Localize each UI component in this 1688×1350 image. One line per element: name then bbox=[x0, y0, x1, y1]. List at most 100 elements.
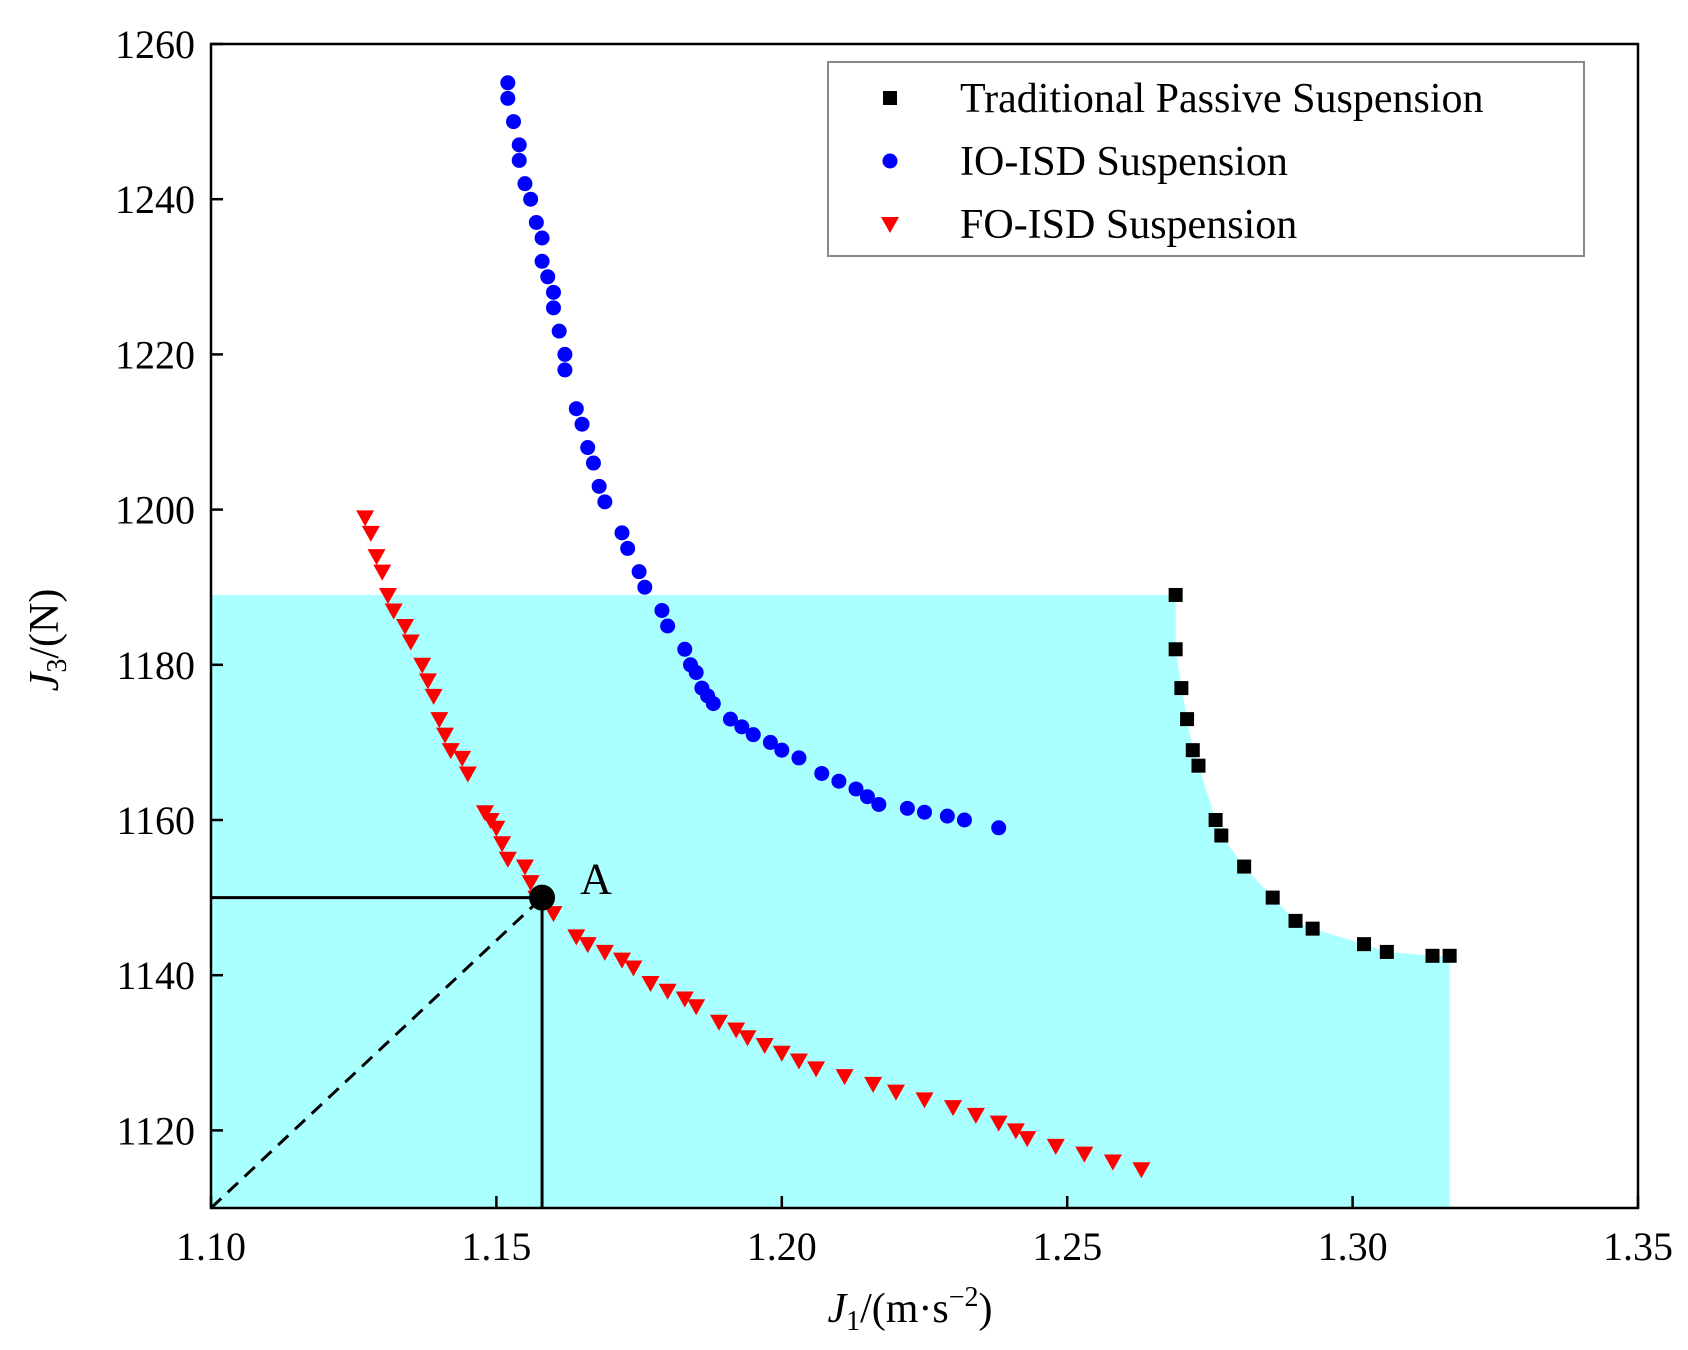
data-point-fo-isd bbox=[738, 1030, 757, 1047]
data-point-fo-isd bbox=[1018, 1131, 1037, 1148]
data-point-fo-isd bbox=[1103, 1154, 1122, 1171]
data-point-fo-isd bbox=[944, 1100, 963, 1117]
data-point-fo-isd bbox=[641, 975, 660, 992]
data-point-passive bbox=[1357, 937, 1372, 952]
data-point-io-isd bbox=[540, 269, 556, 285]
data-point-io-isd bbox=[551, 323, 567, 339]
x-tick-label: 1.30 bbox=[1318, 1224, 1388, 1269]
data-point-io-isd bbox=[660, 618, 676, 634]
data-point-fo-isd bbox=[430, 712, 449, 729]
data-point-io-isd bbox=[791, 750, 807, 766]
data-point-fo-isd bbox=[436, 727, 455, 744]
data-point-passive bbox=[1168, 642, 1183, 657]
data-point-fo-isd bbox=[1132, 1162, 1151, 1179]
data-point-passive bbox=[1237, 859, 1252, 874]
data-point-io-isd bbox=[511, 152, 527, 168]
data-point-io-isd bbox=[654, 602, 670, 618]
data-point-fo-isd bbox=[498, 851, 517, 868]
x-axis-label-exponent: −2 bbox=[949, 1282, 979, 1313]
data-point-io-isd bbox=[677, 641, 693, 657]
data-point-io-isd bbox=[545, 300, 561, 316]
data-point-passive bbox=[1288, 913, 1303, 928]
y-tick-label: 1220 bbox=[115, 332, 195, 377]
data-point-fo-isd bbox=[413, 657, 432, 674]
legend-markers bbox=[881, 91, 899, 233]
y-axis-ticks: 1120 1140 1160 1180 1200 1220 1240 1260 bbox=[115, 22, 223, 1153]
legend-marker-passive bbox=[883, 91, 897, 105]
x-tick-label: 1.10 bbox=[176, 1224, 246, 1269]
data-point-io-isd bbox=[511, 137, 527, 153]
data-point-fo-isd bbox=[453, 750, 472, 767]
data-point-passive bbox=[1180, 712, 1195, 727]
data-point-io-isd bbox=[722, 711, 738, 727]
data-point-passive bbox=[1168, 587, 1183, 602]
data-point-io-isd bbox=[557, 346, 573, 362]
data-point-fo-isd bbox=[458, 766, 477, 783]
data-point-fo-isd bbox=[595, 944, 614, 961]
data-point-io-isd bbox=[517, 176, 533, 192]
data-point-io-isd bbox=[705, 696, 721, 712]
data-point-passive bbox=[1425, 948, 1440, 963]
data-point-io-isd bbox=[734, 719, 750, 735]
point-a-label: A bbox=[580, 855, 612, 904]
data-point-io-isd bbox=[831, 773, 847, 789]
x-axis-label-sub: 1 bbox=[846, 1306, 860, 1337]
y-axis-label-sub: 3 bbox=[42, 659, 73, 673]
legend-label-fo-isd: FO-ISD Suspension bbox=[960, 202, 1297, 248]
y-tick-label: 1160 bbox=[116, 798, 195, 843]
data-point-fo-isd bbox=[727, 1022, 746, 1039]
feasible-region-fill bbox=[211, 595, 1450, 1208]
x-axis-label-main: J bbox=[827, 1286, 848, 1332]
data-point-io-isd bbox=[859, 789, 875, 805]
x-axis-label-suffix: ) bbox=[979, 1286, 993, 1332]
dashed-reference-line bbox=[209, 896, 544, 1210]
data-point-fo-isd bbox=[367, 549, 386, 566]
data-point-fo-isd bbox=[578, 937, 597, 954]
data-point-fo-isd bbox=[384, 603, 403, 620]
data-point-fo-isd bbox=[544, 906, 563, 923]
data-point-io-isd bbox=[917, 804, 932, 820]
legend-marker-fo-isd bbox=[881, 217, 899, 233]
data-point-io-isd bbox=[631, 564, 647, 580]
data-point-fo-isd bbox=[401, 634, 420, 651]
data-point-fo-isd bbox=[487, 820, 506, 837]
data-point-passive bbox=[1174, 681, 1189, 696]
data-point-passive bbox=[1265, 890, 1280, 905]
y-tick-label: 1180 bbox=[116, 643, 195, 688]
data-point-io-isd bbox=[585, 455, 601, 471]
data-point-fo-isd bbox=[687, 999, 706, 1016]
data-point-fo-isd bbox=[441, 743, 460, 760]
data-point-fo-isd bbox=[755, 1038, 774, 1055]
data-point-fo-isd bbox=[658, 983, 677, 1000]
data-point-passive bbox=[1442, 948, 1457, 963]
data-point-passive bbox=[1379, 944, 1394, 959]
data-point-fo-isd bbox=[772, 1045, 791, 1062]
data-point-io-isd bbox=[545, 284, 561, 300]
legend-box bbox=[827, 61, 1585, 257]
legend-label-passive: Traditional Passive Suspension bbox=[960, 76, 1483, 122]
y-axis-label: J3/(N) bbox=[22, 589, 73, 692]
data-point-fo-isd bbox=[886, 1084, 905, 1101]
x-tick-label: 1.20 bbox=[747, 1224, 817, 1269]
data-point-io-isd bbox=[500, 90, 516, 106]
data-point-io-isd bbox=[848, 781, 864, 797]
legend: Traditional Passive Suspension IO-ISD Su… bbox=[827, 61, 1585, 257]
data-markers bbox=[356, 75, 1457, 1179]
data-point-fo-isd bbox=[1046, 1138, 1065, 1155]
data-point-fo-isd bbox=[966, 1107, 985, 1124]
y-tick-label: 1260 bbox=[115, 22, 195, 67]
data-point-fo-isd bbox=[789, 1053, 808, 1070]
data-point-fo-isd bbox=[424, 688, 443, 705]
data-point-fo-isd bbox=[493, 836, 512, 853]
data-point-io-isd bbox=[774, 742, 790, 758]
data-point-passive bbox=[1305, 921, 1320, 936]
data-point-passive bbox=[1208, 813, 1223, 827]
data-point-fo-isd bbox=[1006, 1123, 1025, 1140]
data-point-io-isd bbox=[568, 401, 584, 417]
plot-frame bbox=[209, 42, 1640, 1210]
series-passive bbox=[1168, 587, 1457, 963]
data-point-io-isd bbox=[956, 812, 972, 828]
data-point-fo-isd bbox=[807, 1061, 826, 1078]
y-axis-label-unit: /(N) bbox=[22, 589, 68, 659]
